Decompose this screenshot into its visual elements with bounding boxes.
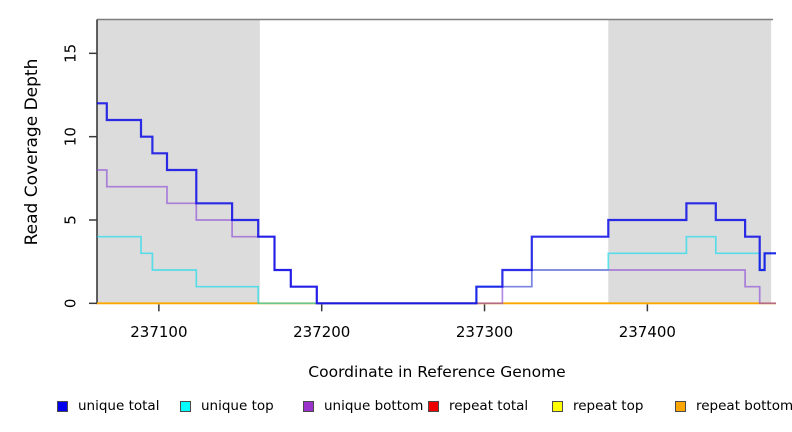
x-tick-label: 237300 [456,323,513,341]
legend-label: unique total [78,398,160,414]
y-axis-title: Read Coverage Depth [22,58,42,246]
x-tick-label: 237400 [619,323,676,341]
y-tick-label: 10 [62,127,80,146]
legend-swatch-repeat-top [552,401,563,412]
shaded-region-2 [608,19,772,304]
x-tick-label: 237200 [293,323,350,341]
legend-item-unique-top: unique top [180,398,274,414]
x-tick-label: 237100 [130,323,187,341]
shaded-region-1 [97,19,260,304]
y-tick-label: 15 [61,44,79,63]
legend-label: unique top [201,398,274,414]
legend-item-unique-bottom: unique bottom [303,398,424,414]
legend-label: unique bottom [324,398,424,414]
legend-swatch-unique-top [180,401,191,412]
y-tick-label: 5 [62,215,80,225]
legend-label: repeat total [449,398,529,414]
legend-swatch-unique-total [57,401,68,412]
legend-swatch-repeat-total [428,401,439,412]
legend-label: repeat bottom [696,398,792,414]
legend-label: repeat top [573,398,644,414]
legend-item-repeat-top: repeat top [552,398,644,414]
legend-swatch-repeat-bottom [675,401,686,412]
legend-item-unique-total: unique total [57,398,160,414]
legend-swatch-unique-bottom [303,401,314,412]
y-tick-label: 0 [62,299,80,309]
series-unique-total-line [97,102,776,305]
legend-item-repeat-total: repeat total [428,398,529,414]
x-axis-title: Coordinate in Reference Genome [308,363,566,381]
legend-item-repeat-bottom: repeat bottom [675,398,792,414]
